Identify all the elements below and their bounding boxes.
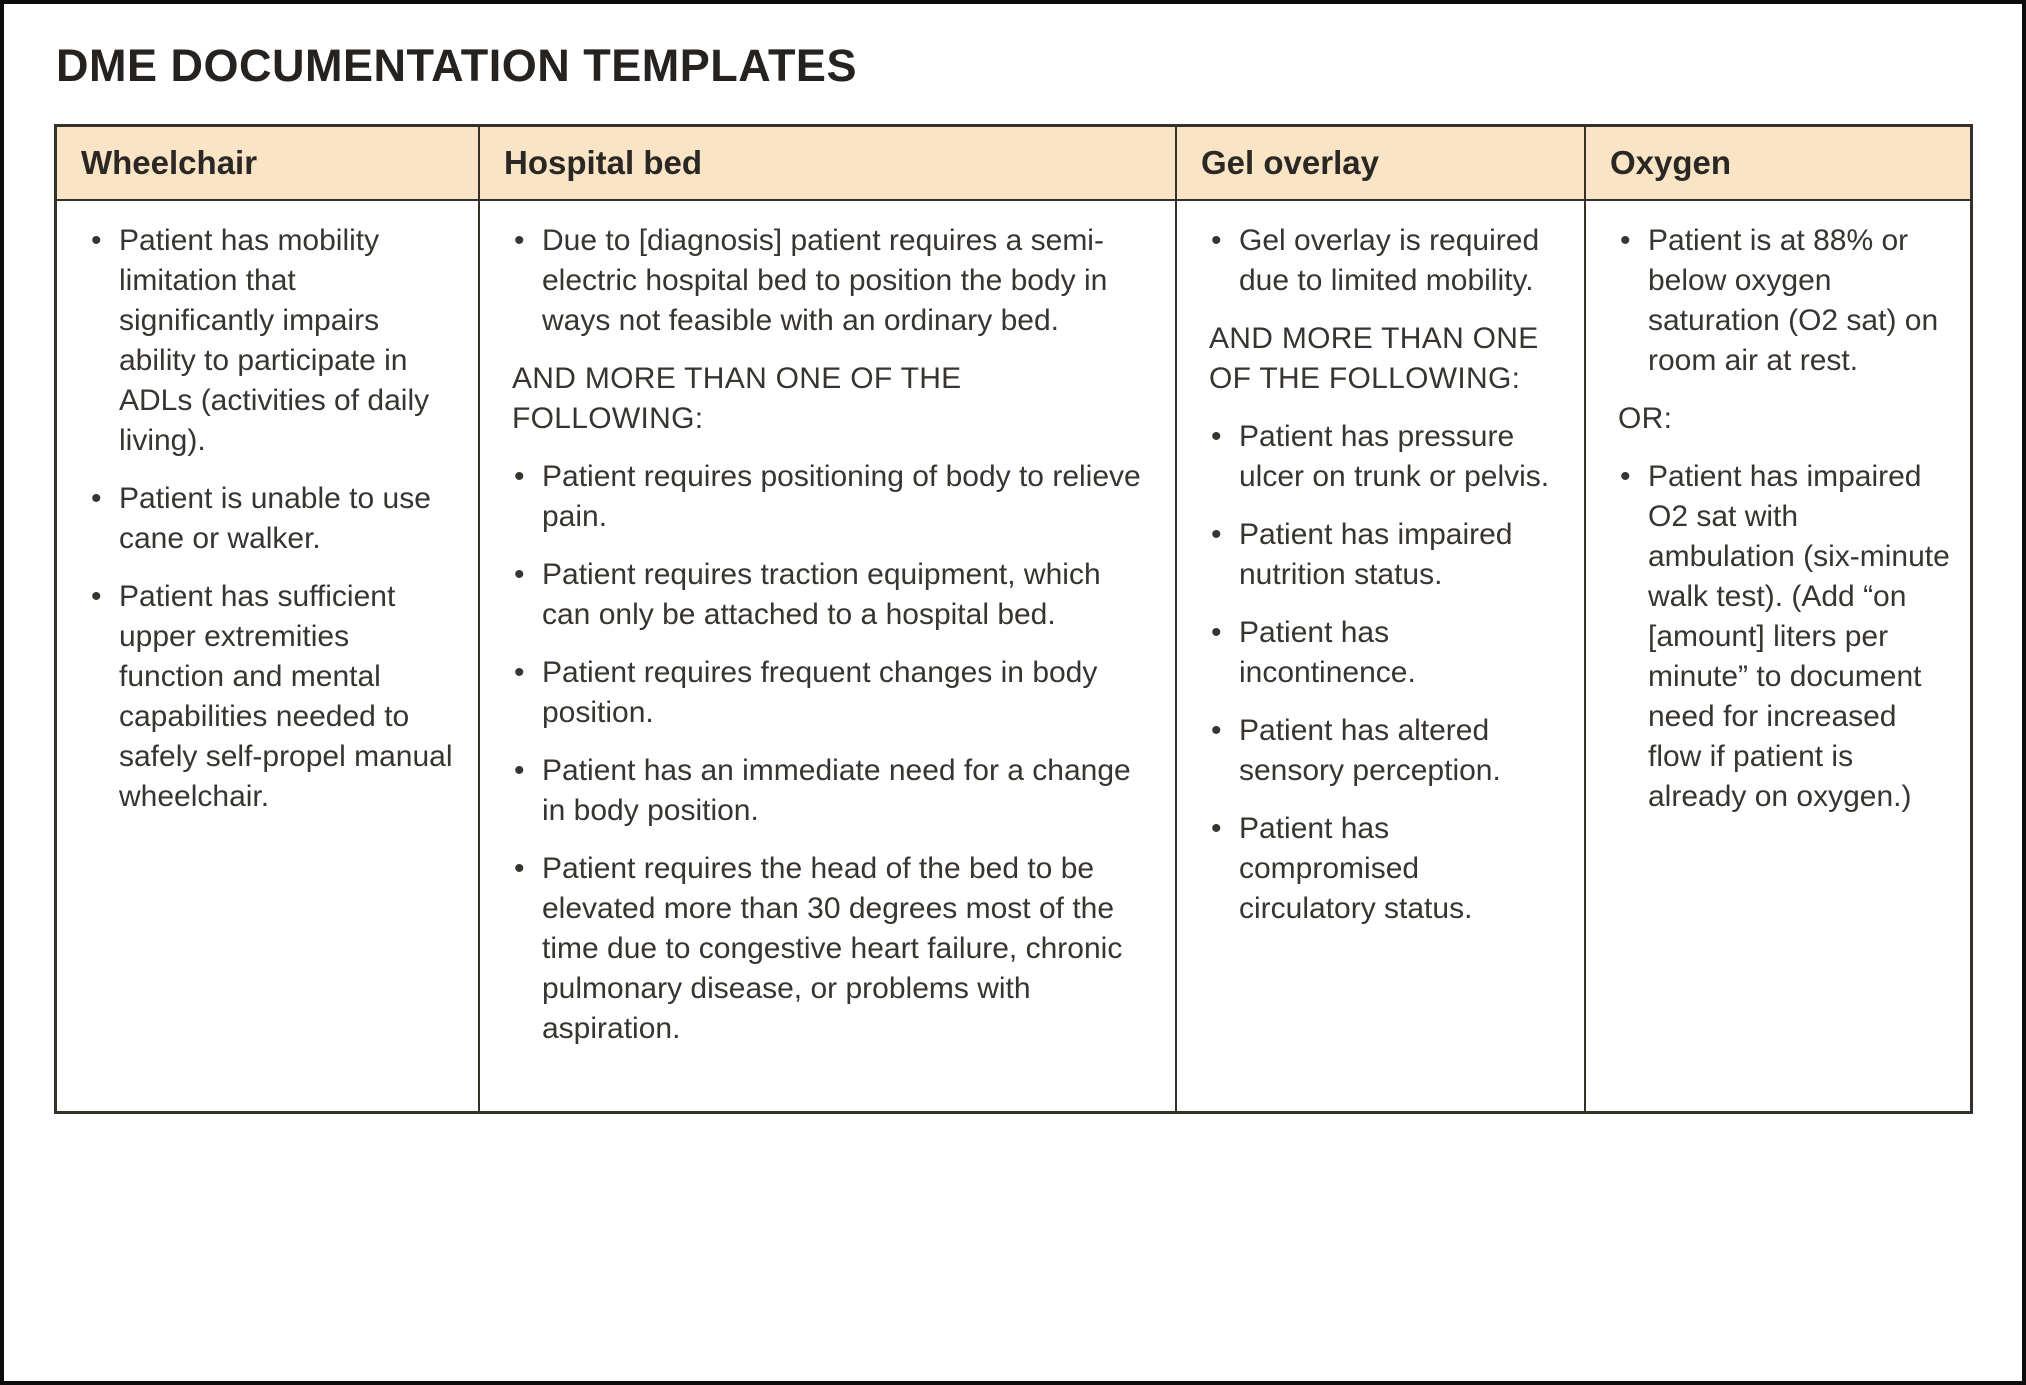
dme-templates-table: Wheelchair Hospital bed Gel overlay Oxyg… [54, 124, 1973, 1114]
bullet-item: Patient requires traction equipment, whi… [512, 555, 1155, 635]
bullet-item: Patient has impaired nutrition status. [1209, 515, 1564, 595]
bullet-item: Patient has sufficient upper extremities… [89, 577, 458, 817]
column-header-hospital-bed: Hospital bed [480, 127, 1177, 199]
bullet-item: Patient is at 88% or below oxygen satura… [1618, 221, 1950, 381]
bullet-item: Patient has compromised circulatory stat… [1209, 809, 1564, 929]
column-header-wheelchair: Wheelchair [57, 127, 480, 199]
bullet-item: Due to [diagnosis] patient requires a se… [512, 221, 1155, 341]
column-cell-oxygen: Patient is at 88% or below oxygen satura… [1586, 201, 1970, 1111]
column-header-gel-overlay: Gel overlay [1177, 127, 1586, 199]
column-cell-gel-overlay: Gel overlay is required due to limited m… [1177, 201, 1586, 1111]
connector-text: AND MORE THAN ONE OF THE FOLLOWING: [512, 362, 962, 435]
bullet-item: Patient requires the head of the bed to … [512, 849, 1155, 1049]
bullet-item: Patient has incontinence. [1209, 613, 1564, 693]
table-header-row: Wheelchair Hospital bed Gel overlay Oxyg… [57, 127, 1970, 201]
bullet-item: Patient has impaired O2 sat with ambulat… [1618, 457, 1950, 817]
bullet-item: Patient has mobility limitation that sig… [89, 221, 458, 461]
connector-text: OR: [1618, 402, 1673, 435]
bullet-item: Patient has pressure ulcer on trunk or p… [1209, 417, 1564, 497]
bullet-item: Patient is unable to use cane or walker. [89, 479, 458, 559]
column-cell-hospital-bed: Due to [diagnosis] patient requires a se… [480, 201, 1177, 1111]
page-title: DME DOCUMENTATION TEMPLATES [56, 40, 857, 91]
column-cell-wheelchair: Patient has mobility limitation that sig… [57, 201, 480, 1111]
bullet-item: Patient requires positioning of body to … [512, 457, 1155, 537]
bullet-item: Patient requires frequent changes in bod… [512, 653, 1155, 733]
bullet-item: Gel overlay is required due to limited m… [1209, 221, 1564, 301]
column-header-oxygen: Oxygen [1610, 144, 1732, 181]
bullet-item: Patient has an immediate need for a chan… [512, 751, 1155, 831]
bullet-item: Patient has altered sensory perception. [1209, 711, 1564, 791]
connector-text: AND MORE THAN ONE OF THE FOLLOWING: [1209, 322, 1539, 395]
table-body-row: Patient has mobility limitation that sig… [57, 201, 1970, 1111]
